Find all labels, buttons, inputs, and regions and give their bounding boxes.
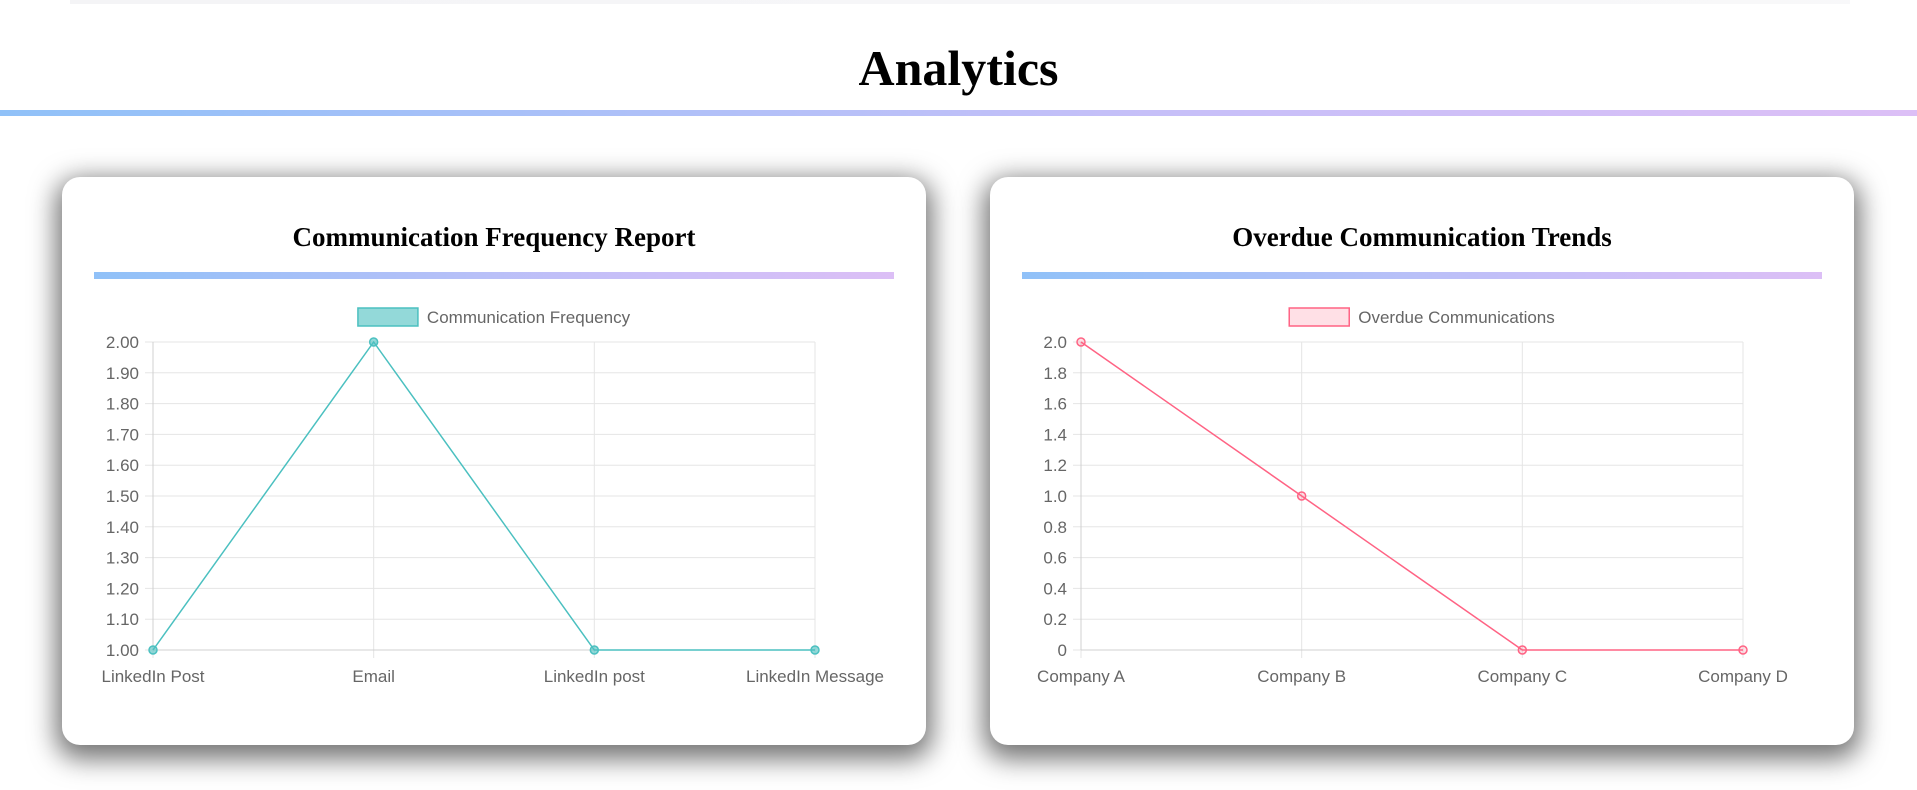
y-tick-label: 0.6 — [1043, 549, 1067, 568]
y-tick-label: 0.8 — [1043, 518, 1067, 537]
overdue-trends-title: Overdue Communication Trends — [1232, 222, 1612, 252]
x-tick-label: LinkedIn Message — [746, 667, 884, 686]
legend-swatch — [357, 307, 419, 327]
y-tick-label: 1.90 — [106, 364, 139, 383]
x-tick-label: Company D — [1698, 667, 1788, 686]
y-tick-label: 0.2 — [1043, 610, 1067, 629]
y-tick-label: 1.00 — [106, 641, 139, 660]
overdue-trends-divider — [1022, 272, 1822, 279]
title-divider — [0, 110, 1917, 116]
data-point — [368, 337, 379, 347]
overdue-line-chart: Overdue Communications 2.0 1.8 1.6 1.4 1.2 1.0… — [1037, 307, 1788, 686]
chart-legend: Communication Frequency — [357, 307, 631, 327]
y-tick-label: 1.60 — [106, 456, 139, 475]
data-point — [1076, 337, 1086, 347]
legend-label: Overdue Communications — [1358, 308, 1555, 327]
y-tick-label: 2.00 — [106, 333, 139, 352]
y-tick-label: 1.6 — [1043, 395, 1067, 414]
chart-legend: Overdue Communications — [1288, 307, 1555, 327]
data-point — [589, 645, 600, 655]
data-point — [1296, 491, 1307, 501]
legend-label: Communication Frequency — [427, 308, 631, 327]
frequency-report-title: Communication Frequency Report — [292, 222, 696, 252]
y-tick-label: 1.30 — [106, 549, 139, 568]
x-tick-label: LinkedIn post — [544, 667, 645, 686]
frequency-line-chart: Communication Frequency 2.00 1.90 1.80 1.70 1… — [101, 307, 884, 686]
legend-swatch — [1288, 307, 1350, 327]
x-tick-label: Company C — [1477, 667, 1567, 686]
page-title: Analytics — [858, 40, 1059, 96]
data-point — [148, 645, 158, 655]
y-tick-label: 0 — [1058, 641, 1067, 660]
top-strip — [70, 0, 1850, 4]
y-tick-label: 0.4 — [1043, 579, 1067, 598]
y-tick-label: 1.10 — [106, 610, 139, 629]
y-tick-label: 1.50 — [106, 487, 139, 506]
y-tick-label: 1.70 — [106, 425, 139, 444]
series-line — [152, 340, 815, 651]
overdue-trends-card: Overdue Communication Trends Overdue Com… — [990, 177, 1854, 745]
y-tick-label: 1.0 — [1043, 487, 1067, 506]
y-tick-label: 1.4 — [1043, 425, 1067, 444]
data-point — [1738, 645, 1748, 655]
frequency-report-divider — [94, 272, 894, 279]
y-tick-label: 1.40 — [106, 518, 139, 537]
y-tick-label: 1.8 — [1043, 364, 1067, 383]
y-tick-label: 2.0 — [1043, 333, 1067, 352]
y-tick-label: 1.80 — [106, 395, 139, 414]
data-point — [1517, 645, 1528, 655]
x-tick-label: Company A — [1037, 667, 1126, 686]
x-tick-label: LinkedIn Post — [101, 667, 204, 686]
x-tick-label: Company B — [1257, 667, 1346, 686]
frequency-report-card: Communication Frequency Report Communica… — [62, 177, 926, 745]
series-line — [1080, 341, 1743, 651]
data-point — [810, 645, 820, 655]
y-tick-label: 1.20 — [106, 579, 139, 598]
y-tick-label: 1.2 — [1043, 456, 1067, 475]
x-tick-label: Email — [352, 667, 395, 686]
